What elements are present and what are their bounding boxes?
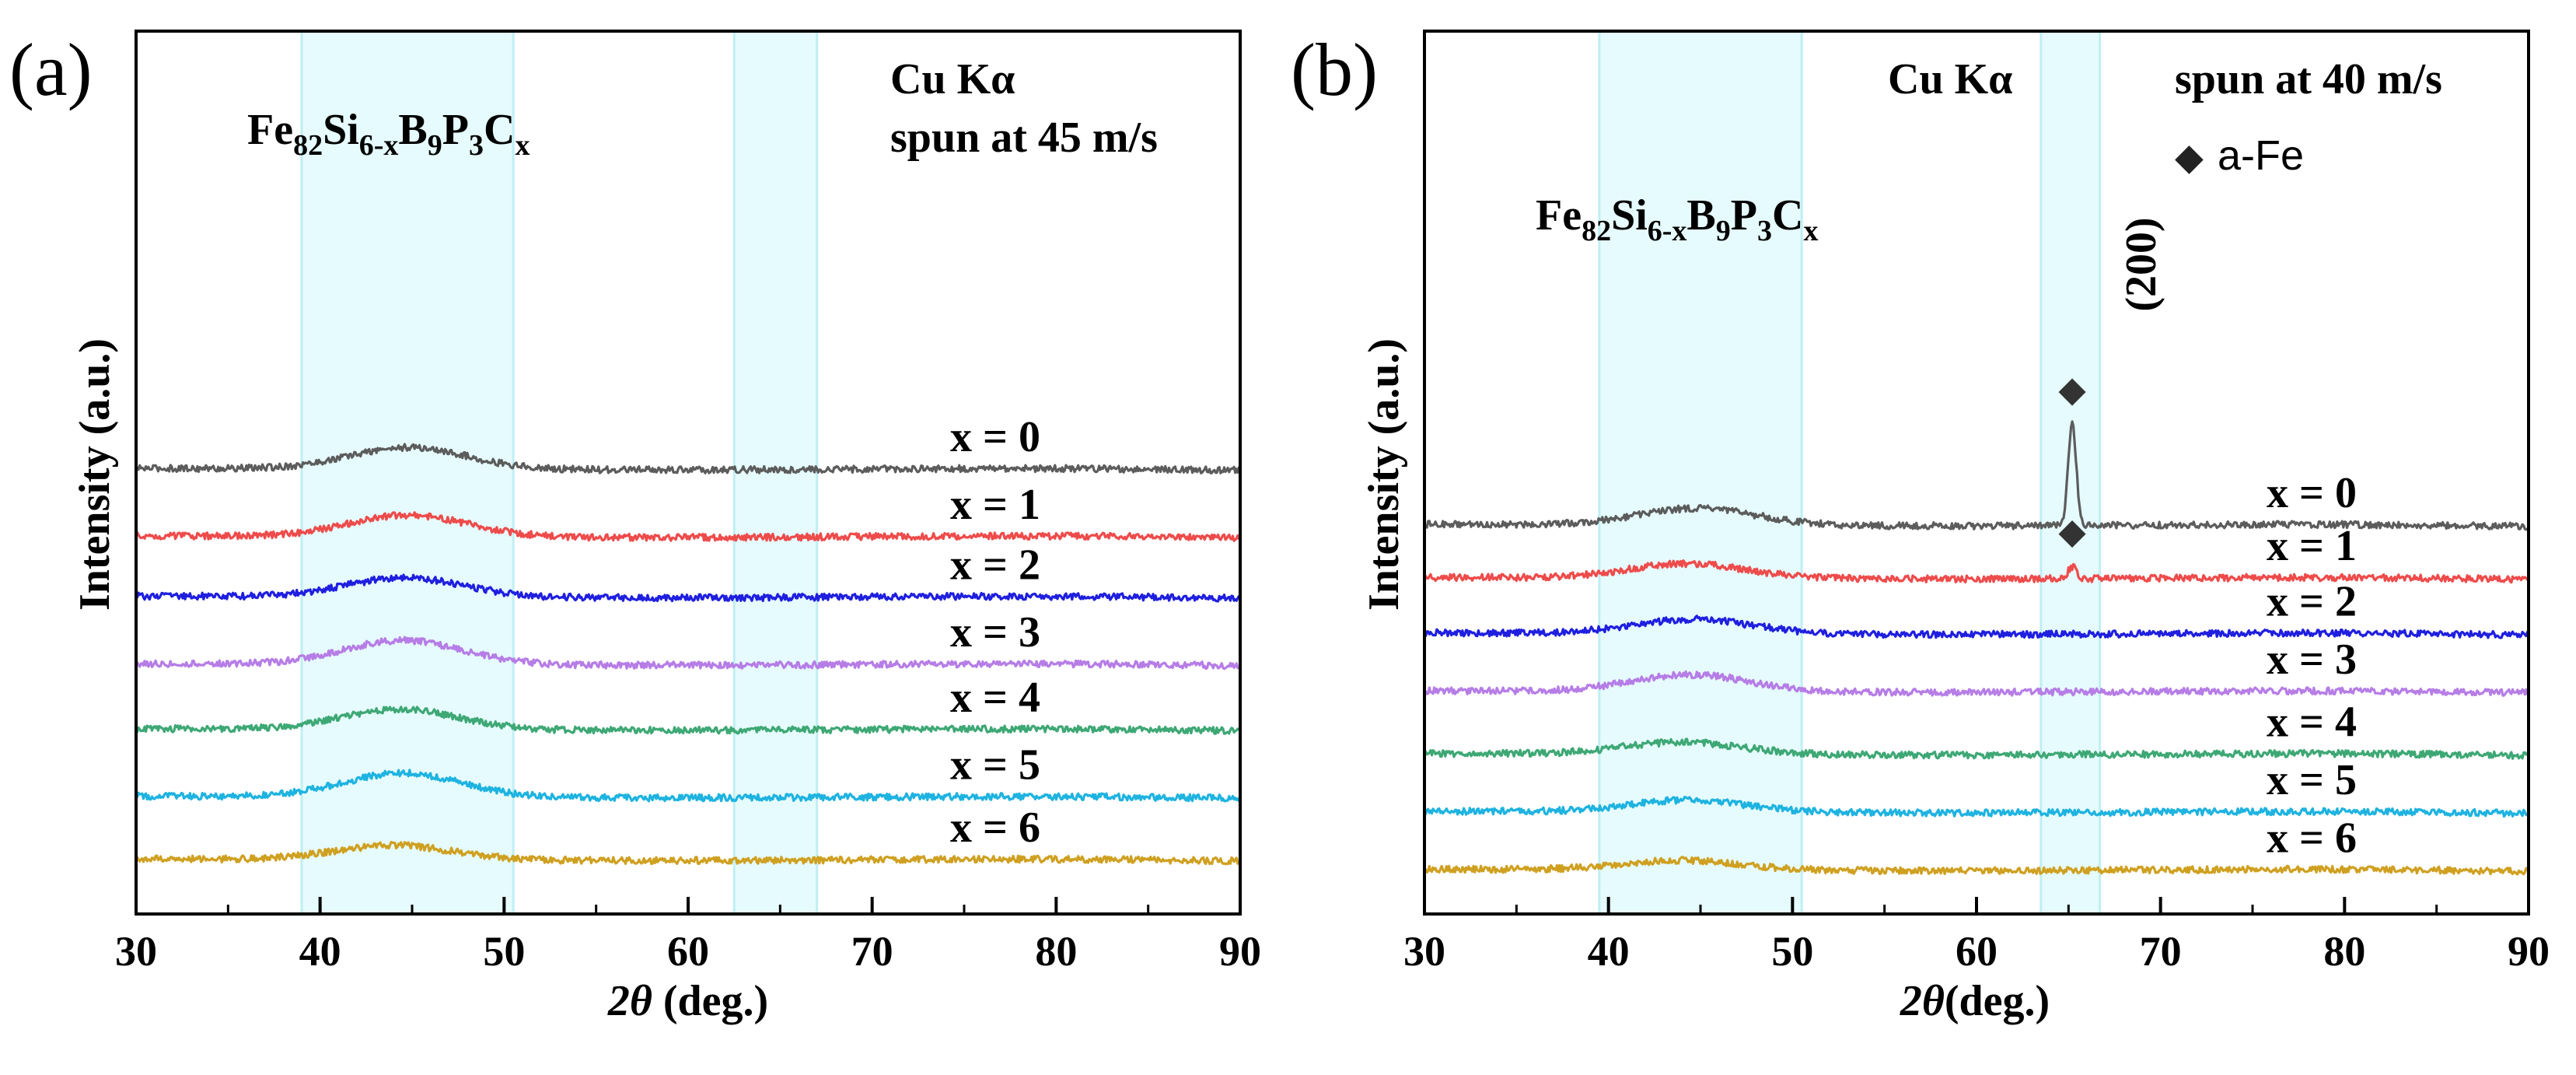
- x-tick-label: 80: [2323, 928, 2365, 975]
- series-line-x0: [1423, 420, 2530, 531]
- x-tick-label: 60: [667, 928, 709, 975]
- x-ticks-a: 30 40 50 60 70 80 90: [115, 897, 1261, 975]
- process-label-a: spun at 45 m/s: [890, 114, 1158, 162]
- x-tick-label: 90: [1219, 928, 1261, 975]
- radiation-label-b: Cu Kα: [1888, 55, 2012, 103]
- series-label-x6: x = 6: [2267, 814, 2357, 862]
- highlight-band: [300, 30, 515, 916]
- series-label-x1: x = 1: [2267, 522, 2357, 570]
- traces-b: [1423, 420, 2530, 876]
- series-line-x0: [135, 443, 1242, 474]
- peak-markers-b: ◆◆: [2058, 369, 2086, 552]
- series-label-x5: x = 5: [950, 741, 1040, 790]
- series-label-x6: x = 6: [950, 804, 1040, 852]
- series-label-x3: x = 3: [2267, 636, 2357, 684]
- x-tick-label: 40: [1588, 928, 1630, 975]
- x-tick-label: 70: [851, 928, 893, 975]
- series-label-x3: x = 3: [950, 608, 1040, 657]
- series-line-x6: [135, 841, 1241, 866]
- series-label-x2: x = 2: [2267, 578, 2357, 626]
- x-tick-label: 30: [115, 928, 157, 975]
- x-tick-label: 50: [483, 928, 525, 975]
- radiation-label-a: Cu Kα: [890, 55, 1015, 103]
- x-axis-label-b: 2θ(deg.): [1900, 977, 2050, 1025]
- series-labels-a: x = 0 x = 1 x = 2 x = 3 x = 4 x = 5 x = 6: [950, 413, 1040, 852]
- x-tick-label: 60: [1956, 928, 1998, 975]
- x-ticks-b: 30 40 50 60 70 80 90: [1403, 897, 2550, 975]
- peak-marker-a-fe: ◆: [2058, 369, 2086, 409]
- series-line-x2: [135, 573, 1242, 603]
- traces-a: [135, 443, 1242, 866]
- series-line-x5: [1424, 795, 2530, 818]
- highlight-bands-a: [300, 30, 819, 916]
- y-axis-label-a: Intensity (a.u.): [71, 338, 119, 611]
- highlight-band: [1598, 30, 1803, 916]
- series-line-x4: [1423, 737, 2529, 760]
- series-label-x5: x = 5: [2267, 756, 2357, 804]
- series-label-x0: x = 0: [950, 413, 1040, 461]
- series-line-x1: [1423, 559, 2530, 584]
- panel-a: 30 40 50 60 70 80 90 (a) Fe82Si6-xB9P3Cx Cu Kα…: [9, 28, 1261, 1025]
- series-line-x3: [1423, 670, 2530, 697]
- composition-label-b: Fe82Si6-xB9P3Cx: [1536, 191, 1818, 247]
- y-axis-label-b: Intensity (a.u.): [1360, 338, 1408, 611]
- highlight-band: [2039, 30, 2102, 916]
- x-tick-label: 80: [1035, 928, 1077, 975]
- series-label-x4: x = 4: [2267, 699, 2357, 747]
- series-labels-b: x = 0 x = 1 x = 2 x = 3 x = 4 x = 5 x = 6: [2267, 469, 2357, 862]
- series-line-x1: [135, 511, 1241, 542]
- x-tick-label: 90: [2508, 928, 2550, 975]
- series-label-x1: x = 1: [950, 481, 1040, 529]
- composition-label-a: Fe82Si6-xB9P3Cx: [247, 106, 530, 162]
- x-tick-label: 70: [2140, 928, 2182, 975]
- series-line-x4: [135, 706, 1242, 735]
- legend-marker-a-fe: ◆: [2175, 137, 2204, 178]
- panel-b: 30 40 50 60 70 80 90 (b) Fe82Si6-xB9P3Cx Cu Kα…: [1291, 28, 2550, 1025]
- process-label-b: spun at 40 m/s: [2175, 55, 2442, 103]
- series-line-x2: [1424, 615, 2530, 639]
- x-tick-label: 40: [299, 928, 341, 975]
- plot-frame-b: [1423, 30, 2530, 916]
- panel-label-b: (b): [1291, 28, 1378, 111]
- series-line-x6: [1423, 856, 2529, 876]
- series-label-x2: x = 2: [950, 541, 1040, 589]
- peak-marker-a-fe: ◆: [2058, 512, 2086, 552]
- series-label-x0: x = 0: [2267, 469, 2357, 517]
- x-tick-label: 50: [1771, 928, 1813, 975]
- panel-label-a: (a): [9, 28, 93, 111]
- series-line-x3: [135, 636, 1242, 671]
- x-tick-label: 30: [1403, 928, 1445, 975]
- legend-text-a-fe: a-Fe: [2218, 132, 2304, 179]
- series-line-x5: [135, 769, 1242, 803]
- highlight-bands-b: [1598, 30, 2102, 916]
- series-label-x4: x = 4: [950, 674, 1040, 722]
- x-axis-label-a: 2θ (deg.): [607, 977, 768, 1025]
- peak-label-200: (200): [2117, 217, 2165, 311]
